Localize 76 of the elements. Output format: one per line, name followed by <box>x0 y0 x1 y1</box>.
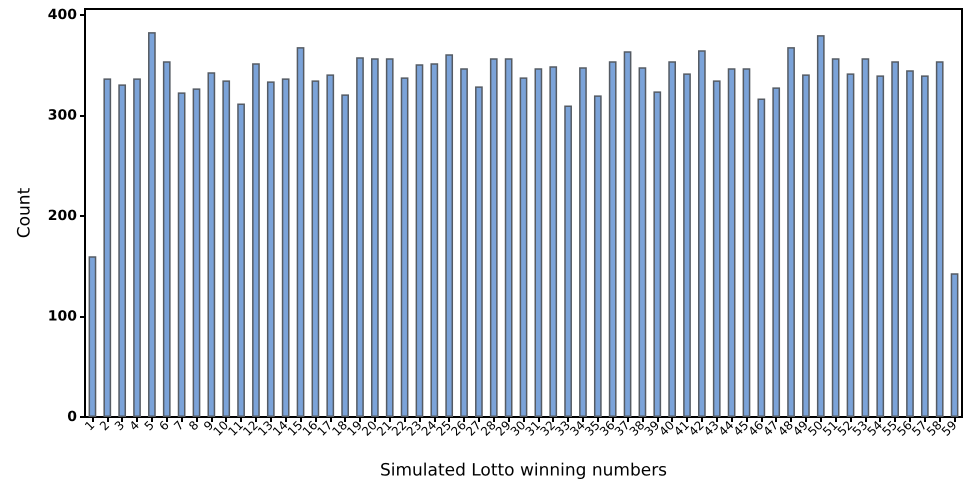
bar <box>891 61 899 417</box>
bar <box>386 58 394 417</box>
bar <box>728 68 736 417</box>
bar <box>312 80 320 417</box>
bar <box>802 74 810 417</box>
x-tick-label: 8 <box>186 418 202 434</box>
y-tick-label: 400 <box>48 7 78 24</box>
bar <box>475 86 483 417</box>
bar <box>564 105 572 417</box>
bar <box>282 78 290 417</box>
bar <box>237 103 245 417</box>
y-tick-label: 0 <box>67 409 78 425</box>
bar <box>252 63 260 417</box>
bar <box>266 81 275 417</box>
bar <box>460 68 468 417</box>
bar <box>356 57 364 417</box>
bar <box>400 77 408 417</box>
bar <box>326 74 334 417</box>
bar <box>846 73 854 417</box>
bar <box>178 92 186 417</box>
bar <box>757 98 766 417</box>
bar <box>594 95 602 417</box>
bar <box>222 80 230 417</box>
bar <box>712 80 721 417</box>
bar <box>920 75 929 417</box>
bar <box>549 66 558 417</box>
y-axis-title: Count <box>14 187 34 238</box>
bar <box>772 87 780 417</box>
bar <box>668 61 676 417</box>
bar <box>430 63 438 417</box>
x-tick-label: 4 <box>126 418 142 434</box>
y-tick-label: 200 <box>48 208 78 224</box>
bar <box>787 47 795 417</box>
y-tick-label: 100 <box>48 308 78 325</box>
bar <box>698 50 706 417</box>
bar <box>534 68 542 417</box>
x-tick-label: 6 <box>156 418 172 434</box>
bar <box>445 54 454 417</box>
bar <box>118 84 126 417</box>
bar <box>490 58 498 417</box>
y-tick-label: 300 <box>48 108 78 124</box>
bar <box>370 58 379 417</box>
x-tick-label: 3 <box>112 418 128 434</box>
bar <box>296 47 304 417</box>
bar <box>148 32 156 417</box>
bar <box>624 51 632 417</box>
bar <box>504 58 512 417</box>
bar <box>862 58 870 417</box>
bar <box>416 64 424 417</box>
x-tick-label: 5 <box>142 418 157 434</box>
x-tick-label: 7 <box>171 418 187 434</box>
bar <box>341 94 349 417</box>
bar <box>207 72 216 417</box>
x-tick-label: 39 <box>642 418 662 439</box>
bar <box>906 70 914 417</box>
x-tick-label: 1 <box>82 418 98 434</box>
bar <box>950 273 958 417</box>
bar <box>579 67 587 417</box>
bar <box>192 88 200 417</box>
bar <box>876 75 884 417</box>
bar <box>816 35 825 417</box>
bar <box>133 78 141 417</box>
x-axis-title: Simulated Lotto winning numbers <box>380 460 668 480</box>
bar <box>520 77 528 417</box>
bar <box>88 256 96 417</box>
bar <box>936 61 944 417</box>
bar <box>103 78 112 417</box>
bar <box>608 61 617 417</box>
bar <box>162 61 171 417</box>
bar <box>653 91 662 417</box>
bar <box>832 58 840 417</box>
x-tick-label: 2 <box>96 418 112 434</box>
bar <box>638 67 646 417</box>
bar <box>683 73 691 417</box>
x-tick-label: 46 <box>746 418 766 439</box>
bar <box>742 68 750 417</box>
